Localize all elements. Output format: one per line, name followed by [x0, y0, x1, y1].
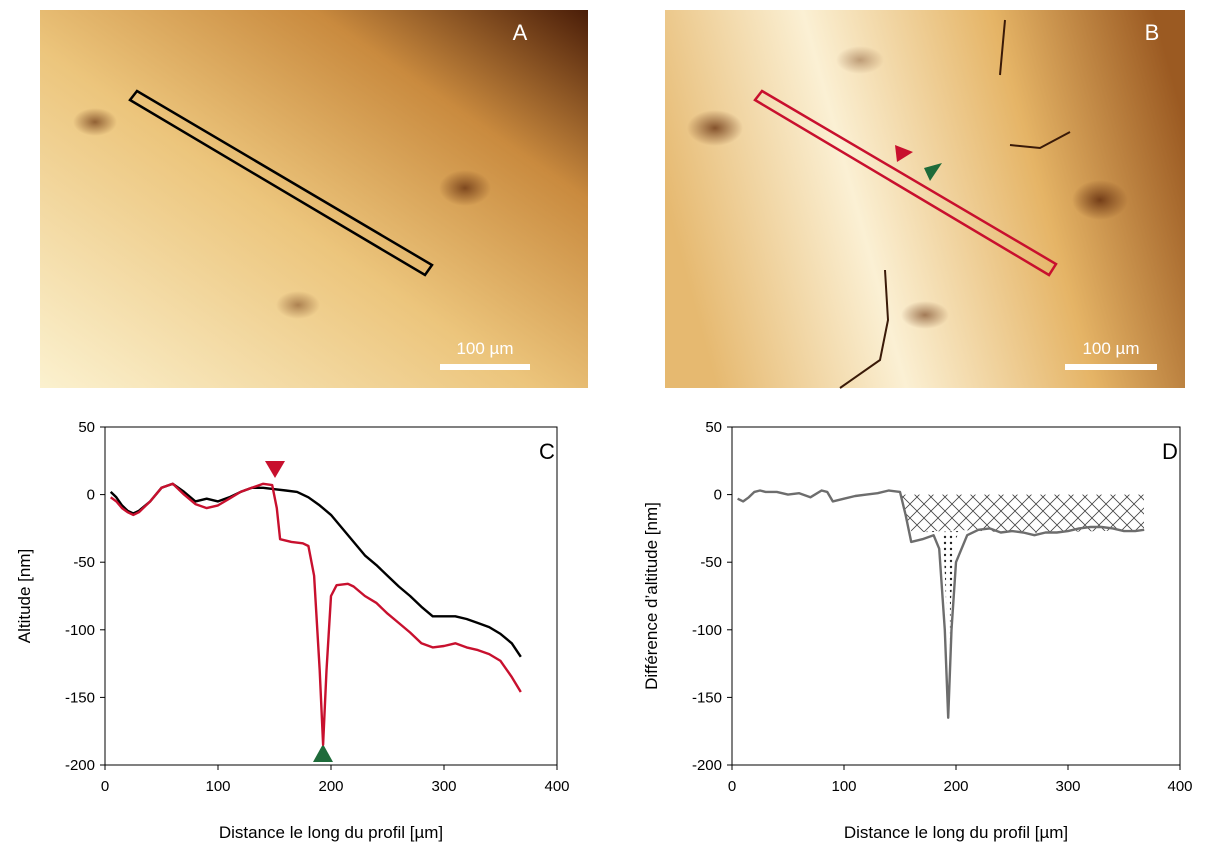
x-tick-label: 100	[831, 778, 856, 795]
y-tick-label: -200	[65, 757, 95, 774]
y-tick-label: -200	[692, 757, 722, 774]
x-tick-label: 400	[544, 778, 569, 795]
series-line	[737, 489, 1145, 719]
y-tick-label: -100	[65, 622, 95, 639]
y-tick-label: -50	[700, 554, 722, 571]
x-tick-label: 200	[318, 778, 343, 795]
y-tick-label: 0	[714, 487, 722, 504]
x-tick-label: 300	[431, 778, 456, 795]
plot-frame	[731, 426, 1181, 766]
y-tick-label: 50	[78, 419, 95, 436]
panel-label: D	[1162, 439, 1178, 464]
series-line	[109, 482, 522, 658]
x-axis-title: Distance le long du profil [µm]	[844, 823, 1068, 842]
x-tick-label: 0	[101, 778, 109, 795]
hatched-area	[902, 494, 1144, 533]
y-tick-label: 50	[705, 419, 722, 436]
panel-label: A	[513, 20, 528, 45]
x-tick-label: 200	[943, 778, 968, 795]
y-tick-label: 0	[87, 487, 95, 504]
x-axis-title: Distance le long du profil [µm]	[219, 823, 443, 842]
x-tick-label: 400	[1167, 778, 1192, 795]
y-axis-title: Différence d’altitude [nm]	[642, 502, 661, 690]
image-b: 100 µm B	[665, 10, 1185, 389]
dotted-area	[912, 531, 960, 712]
marker-start	[265, 461, 285, 478]
y-axis-title: Altitude [nm]	[15, 549, 34, 644]
panel-label: C	[539, 439, 555, 464]
scale-bar-label: 100 µm	[1082, 339, 1139, 358]
y-tick-label: -50	[73, 554, 95, 571]
series-line	[109, 482, 522, 746]
image-a: 100 µm A	[40, 10, 588, 388]
scale-bar-label: 100 µm	[456, 339, 513, 358]
y-tick-label: -150	[65, 689, 95, 706]
y-tick-label: -100	[692, 622, 722, 639]
marker-end	[313, 744, 333, 762]
y-tick-label: -150	[692, 689, 722, 706]
x-tick-label: 100	[205, 778, 230, 795]
x-tick-label: 0	[728, 778, 736, 795]
x-tick-label: 300	[1055, 778, 1080, 795]
panel-label: B	[1145, 20, 1160, 45]
